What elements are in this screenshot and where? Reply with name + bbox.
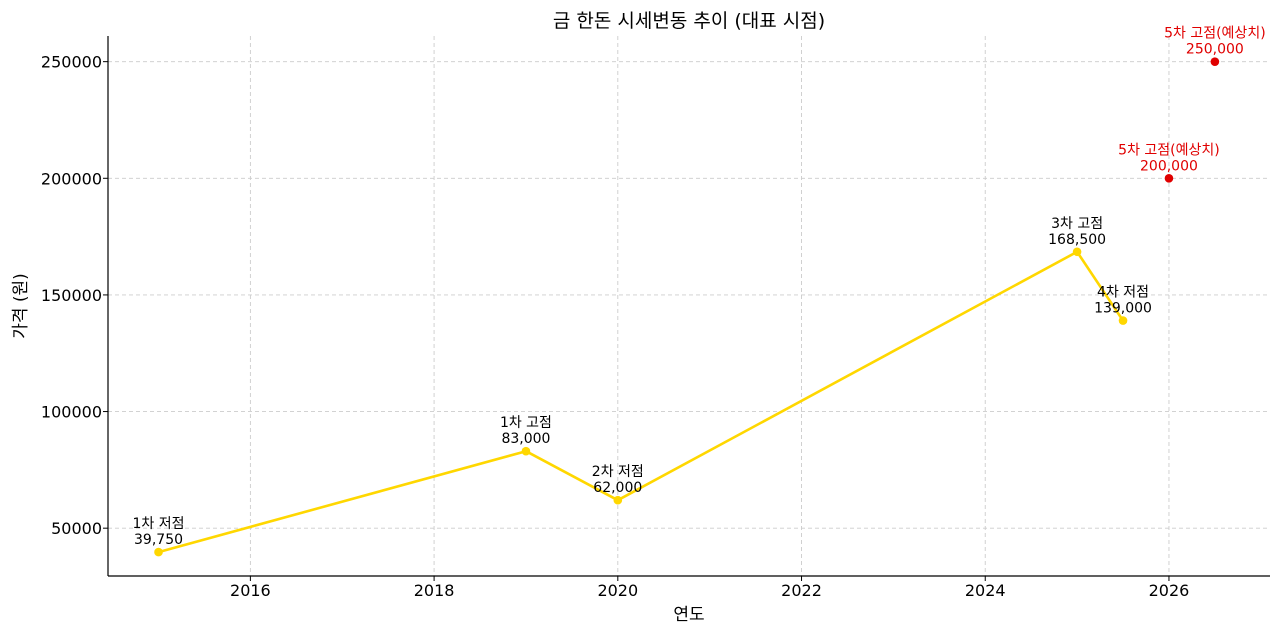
y-axis-label: 가격 (원) bbox=[11, 273, 31, 339]
point-annotation-label: 1차 저점 bbox=[133, 516, 185, 532]
y-tick-label: 50000 bbox=[51, 519, 102, 538]
x-tick-label: 2026 bbox=[1149, 581, 1190, 600]
chart-title: 금 한돈 시세변동 추이 (대표 시점) bbox=[553, 10, 825, 32]
x-tick-label: 2020 bbox=[597, 581, 638, 600]
point-annotation-value: 139,000 bbox=[1094, 301, 1152, 317]
point-annotation-label: 5차 고점(예상치) bbox=[1118, 142, 1220, 158]
data-point bbox=[1118, 316, 1128, 325]
tick-labels: 2016 2018 2020 2022 2024 2026 50000 100000 15000… bbox=[41, 53, 1189, 600]
axes bbox=[107, 36, 1270, 577]
y-tick-label: 100000 bbox=[41, 403, 102, 422]
data-point bbox=[1072, 247, 1082, 257]
point-annotation-label: 2차 저점 bbox=[592, 464, 644, 480]
data-point bbox=[1164, 173, 1174, 183]
data-series bbox=[154, 57, 1220, 557]
y-tick-label: 150000 bbox=[41, 286, 102, 305]
point-annotation-value: 83,000 bbox=[501, 431, 550, 447]
data-point bbox=[1210, 57, 1220, 66]
point-annotation-value: 200,000 bbox=[1140, 158, 1198, 174]
x-tick-label: 2022 bbox=[781, 581, 822, 600]
point-annotation-value: 39,750 bbox=[134, 532, 183, 548]
point-annotation-value: 62,000 bbox=[593, 480, 642, 496]
point-annotation-label: 3차 고점 bbox=[1051, 216, 1103, 232]
data-point bbox=[521, 446, 531, 456]
series-line bbox=[158, 250, 1125, 554]
grid-lines bbox=[108, 36, 1270, 576]
data-point bbox=[154, 547, 163, 557]
y-tick-label: 200000 bbox=[41, 169, 102, 188]
x-axis-label: 연도 bbox=[673, 605, 704, 625]
x-tick-label: 2016 bbox=[230, 581, 271, 600]
x-tick-label: 2018 bbox=[414, 581, 455, 600]
data-point bbox=[613, 495, 623, 505]
y-tick-label: 250000 bbox=[41, 53, 102, 72]
point-annotation-label: 4차 저점 bbox=[1097, 285, 1149, 301]
x-tick-label: 2024 bbox=[965, 581, 1006, 600]
point-annotation-label: 5차 고점(예상치) bbox=[1164, 26, 1266, 42]
point-annotation-value: 250,000 bbox=[1186, 42, 1244, 58]
point-annotation-label: 1차 고점 bbox=[500, 415, 552, 431]
point-annotation-value: 168,500 bbox=[1048, 232, 1106, 248]
